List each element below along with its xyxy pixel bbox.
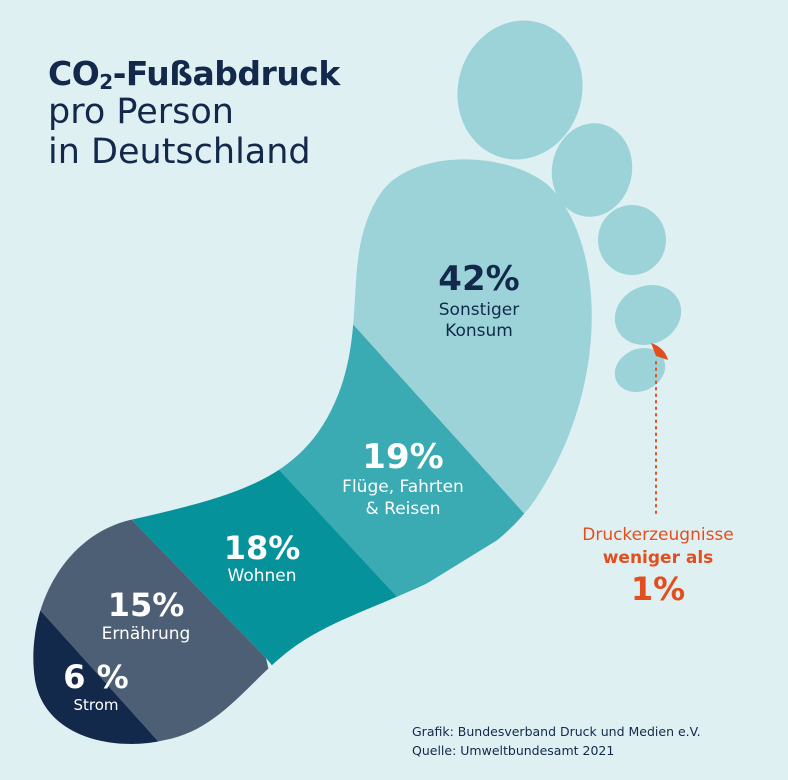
source-line-2: Quelle: Umweltbundesamt 2021 [412, 743, 615, 758]
toe-5 [614, 348, 666, 392]
label-pct-sonstiger-konsum: 42% [438, 259, 519, 299]
label-strom: 6 % Strom [63, 658, 128, 714]
label-pct-strom: 6 % [63, 658, 128, 696]
label-sonstiger-konsum: 42% Sonstiger Konsum [438, 259, 519, 341]
label-name-wohnen: Wohnen [228, 566, 297, 586]
toe-highlight-slice [651, 343, 668, 360]
label-pct-ernaehrung: 15% [108, 586, 185, 624]
callout-line-2: weniger als [603, 548, 714, 568]
slice-sonstiger-konsum [300, 159, 592, 520]
source-note: Grafik: Bundesverband Druck und Medien e… [412, 722, 701, 760]
title-line-3: in Deutschland [48, 131, 311, 172]
label-name-fluege-2: & Reisen [366, 499, 441, 519]
callout-line-1: Druckerzeugnisse [582, 525, 734, 545]
label-name-sonstiger-konsum-1: Sonstiger [439, 300, 519, 320]
source-line-1: Grafik: Bundesverband Druck und Medien e… [412, 724, 701, 739]
label-name-ernaehrung: Ernährung [102, 624, 191, 644]
toe-3 [598, 205, 666, 275]
callout-line-3: 1% [631, 570, 685, 608]
label-ernaehrung: 15% Ernährung [102, 586, 191, 644]
toe-2 [551, 123, 633, 217]
toe-4 [614, 285, 682, 345]
label-wohnen: 18% Wohnen [224, 529, 301, 586]
label-pct-fluege: 19% [362, 437, 443, 477]
slice-ernaehrung [33, 518, 280, 744]
title-line-1: CO2-Fußabdruck [48, 54, 340, 94]
label-name-sonstiger-konsum-2: Konsum [445, 321, 513, 341]
label-fluege-fahrten-reisen: 19% Flüge, Fahrten & Reisen [342, 437, 464, 519]
label-name-strom: Strom [73, 696, 118, 714]
toe-1 [457, 20, 583, 160]
callout-druckerzeugnisse: Druckerzeugnisse weniger als 1% [582, 525, 734, 608]
label-pct-wohnen: 18% [224, 529, 301, 567]
chart-title: CO2-Fußabdruck pro Person in Deutschland [48, 54, 340, 172]
label-name-fluege-1: Flüge, Fahrten [342, 477, 464, 497]
title-line-2: pro Person [48, 92, 234, 133]
